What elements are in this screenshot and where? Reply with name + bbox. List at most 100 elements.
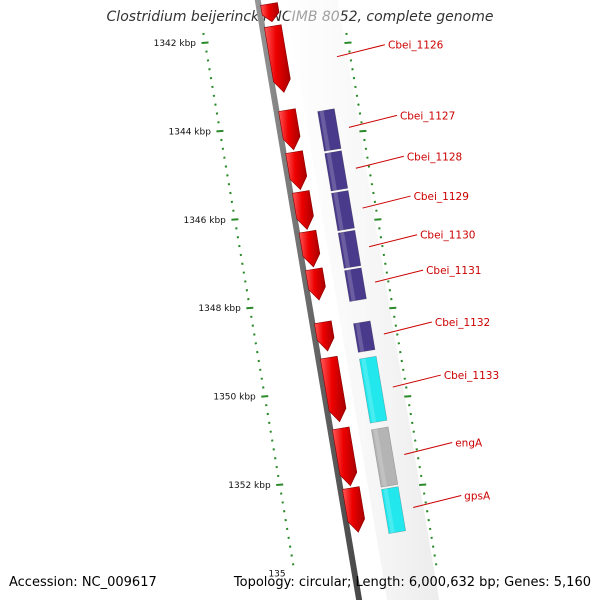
minor-tick-outer [367, 165, 371, 168]
feature-block [337, 229, 362, 269]
gene-label-leader [368, 234, 418, 248]
major-tick [261, 395, 269, 398]
minor-tick [282, 510, 286, 513]
gene-arrow[interactable] [298, 229, 321, 268]
gene-arrow[interactable] [260, 2, 280, 23]
minor-tick [236, 236, 240, 239]
minor-tick-outer [375, 209, 378, 212]
major-tick-outer [374, 218, 382, 221]
gene-arrow[interactable] [278, 108, 301, 151]
feature-block [331, 190, 355, 232]
minor-tick [229, 191, 232, 195]
major-tick-outer [404, 395, 412, 398]
gene-label[interactable]: Cbei_1130 [420, 230, 475, 242]
minor-tick [227, 182, 231, 186]
minor-tick-outer [433, 554, 436, 557]
minor-tick-outer [355, 94, 359, 98]
minor-tick [291, 563, 295, 566]
gene-label[interactable]: Cbei_1126 [388, 40, 444, 52]
gene-arrow[interactable] [332, 426, 358, 487]
minor-tick [238, 244, 241, 248]
minor-tick [242, 271, 246, 274]
backbone-line [254, 0, 363, 600]
gene-label[interactable]: Cbei_1131 [426, 265, 481, 277]
feature-highlight [346, 269, 356, 302]
minor-tick-outer [410, 421, 414, 425]
gene-label[interactable]: engA [455, 437, 483, 449]
feature-block [344, 267, 367, 302]
feature-block [324, 150, 349, 192]
minor-tick-outer [399, 350, 402, 354]
feature-block [359, 355, 388, 424]
gene-label[interactable]: gpsA [464, 491, 491, 503]
minor-tick-outer [412, 430, 415, 433]
gene-label-leader [383, 321, 432, 335]
minor-tick [279, 492, 283, 495]
minor-tick-outer [434, 563, 438, 566]
minor-tick-outer [372, 191, 375, 195]
minor-tick-outer [431, 545, 435, 548]
gene-label[interactable]: Cbei_1128 [407, 151, 462, 163]
feature-highlight [361, 358, 377, 423]
tick-label: 135 [268, 569, 285, 579]
minor-tick-outer [381, 244, 384, 248]
minor-tick [211, 85, 214, 89]
gene-arrow[interactable] [305, 267, 326, 301]
minor-tick [239, 253, 243, 257]
minor-tick [205, 50, 208, 53]
gene-arrow[interactable] [320, 355, 347, 423]
minor-tick [224, 165, 228, 168]
gene-label[interactable]: Cbei_1132 [435, 317, 490, 329]
minor-tick [245, 289, 249, 292]
gene-label[interactable]: Cbei_1133 [444, 370, 499, 382]
gene-label[interactable]: Cbei_1129 [414, 191, 469, 203]
minor-tick-outer [424, 501, 427, 504]
minor-tick [208, 68, 211, 71]
minor-tick [284, 518, 287, 522]
minor-tick [230, 200, 234, 204]
major-tick-outer [344, 41, 352, 44]
minor-tick-outer [358, 112, 362, 115]
minor-tick [202, 32, 205, 36]
minor-tick-outer [366, 156, 369, 159]
gene-arrow[interactable] [314, 320, 335, 352]
minor-tick-outer [419, 474, 423, 478]
minor-tick-outer [413, 439, 417, 442]
minor-tick-outer [378, 227, 381, 230]
feature-highlight [326, 152, 337, 191]
minor-tick-outer [400, 359, 404, 363]
gene-label-leader [413, 495, 462, 509]
minor-tick [232, 209, 235, 212]
gene-label-leader [362, 195, 411, 209]
gene-arrow[interactable] [342, 486, 365, 533]
minor-tick [221, 147, 225, 151]
gene-arrow[interactable] [292, 190, 314, 230]
feature-blocks [317, 108, 407, 534]
minor-tick [256, 350, 259, 354]
tick-label: 1342 kbp [154, 39, 197, 49]
minor-tick-outer [403, 377, 407, 380]
minor-tick [254, 342, 258, 345]
gene-arrows [260, 2, 365, 533]
tick-label: 1346 kbp [183, 216, 226, 226]
gene-arrow[interactable] [264, 24, 291, 93]
minor-tick-outer [352, 76, 356, 80]
minor-tick-outer [382, 253, 386, 257]
minor-tick-outer [387, 280, 390, 283]
minor-tick-outer [405, 386, 408, 389]
gene-label-leader [336, 44, 386, 58]
gene-label[interactable]: Cbei_1127 [400, 110, 455, 122]
topology-text: Topology: circular; Length: 6,000,632 bp… [233, 575, 591, 590]
gene-arrow[interactable] [285, 150, 308, 191]
feature-highlight [340, 232, 351, 269]
minor-tick-outer [370, 182, 374, 186]
tick-label: 1348 kbp [198, 304, 241, 314]
minor-tick-outer [357, 103, 360, 106]
minor-tick [257, 359, 261, 363]
minor-tick-outer [369, 174, 372, 177]
minor-tick-outer [345, 32, 348, 36]
feature-highlight [355, 322, 365, 353]
minor-tick [281, 501, 284, 504]
minor-tick [226, 174, 229, 177]
